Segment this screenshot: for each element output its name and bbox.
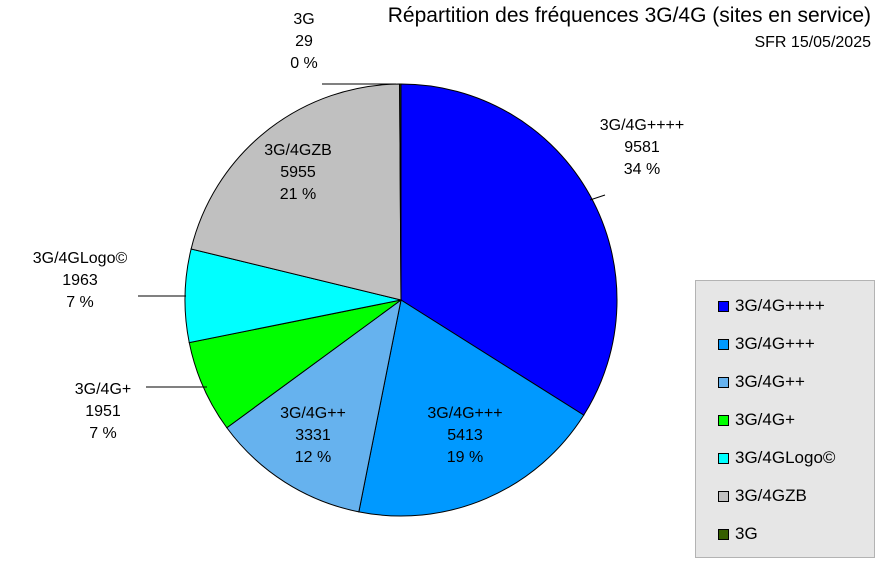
pie-slice (190, 83, 402, 301)
legend-swatch (718, 338, 729, 350)
slice-percent: 7 % (89, 425, 117, 442)
legend-item: 3G/4GLogo© (718, 447, 835, 469)
slice-value: 9581 (624, 139, 660, 156)
legend-item: 3G/4G++ (718, 371, 805, 393)
legend-label: 3G/4GLogo© (735, 448, 836, 467)
slice-value: 3331 (295, 427, 331, 444)
slice-data-label: 3G/4G+ 1951 7 % (75, 381, 131, 442)
chart-subtitle: SFR 15/05/2025 (754, 34, 871, 51)
legend-swatch (718, 452, 729, 464)
slice-data-label: 3G 29 0 % (290, 11, 318, 72)
legend-label: 3G/4G++ (735, 372, 805, 391)
chart-title: Répartition des fréquences 3G/4G (sites … (387, 4, 871, 27)
legend-label: 3G (735, 524, 758, 543)
legend-swatch (718, 414, 729, 426)
slice-value: 29 (295, 33, 313, 50)
leader-line (589, 194, 606, 201)
slice-value: 5413 (447, 427, 483, 444)
chart-legend: 3G/4G++++ 3G/4G+++ 3G/4G++ 3G/4G+ 3G/4GL… (695, 280, 875, 558)
legend-swatch (718, 490, 729, 502)
legend-item: 3G/4G+ (718, 409, 795, 431)
legend-swatch (718, 528, 729, 540)
slice-label: 3G/4GLogo© (33, 250, 128, 267)
slice-value: 5955 (280, 164, 316, 181)
slice-data-label: 3G/4G+++ 5413 19 % (427, 405, 502, 466)
slice-value: 1963 (62, 272, 98, 289)
slice-data-label: 3G/4GLogo© 1963 7 % (33, 250, 128, 311)
pie-slice (226, 298, 402, 513)
legend-item: 3G (718, 523, 758, 545)
slice-label: 3G/4G++ (280, 405, 346, 422)
legend-item: 3G/4GZB (718, 485, 807, 507)
slice-percent: 7 % (66, 294, 94, 311)
legend-item: 3G/4G+++ (718, 333, 815, 355)
slice-data-label: 3G/4G++++ 9581 34 % (600, 117, 685, 178)
slice-percent: 21 % (280, 186, 316, 203)
legend-label: 3G/4G++++ (735, 296, 825, 315)
slice-value: 1951 (85, 403, 121, 420)
slice-label: 3G/4G+ (75, 381, 131, 398)
pie-slice (358, 299, 585, 517)
slice-percent: 34 % (624, 161, 660, 178)
legend-label: 3G/4GZB (735, 486, 807, 505)
slice-data-label: 3G/4G++ 3331 12 % (280, 405, 346, 466)
slice-label: 3G/4G++++ (600, 117, 685, 134)
legend-swatch (718, 376, 729, 388)
legend-item: 3G/4G++++ (718, 295, 825, 317)
slice-data-label: 3G/4GZB 5955 21 % (264, 142, 332, 203)
pie-slice (400, 83, 618, 416)
legend-label: 3G/4G+++ (735, 334, 815, 353)
slice-percent: 19 % (447, 449, 483, 466)
pie-slice (399, 83, 402, 301)
slice-label: 3G/4G+++ (427, 405, 502, 422)
legend-label: 3G/4G+ (735, 410, 796, 429)
slice-percent: 0 % (290, 55, 318, 72)
slice-label: 3G/4GZB (264, 142, 332, 159)
slice-percent: 12 % (295, 449, 331, 466)
slice-label: 3G (293, 11, 314, 28)
legend-swatch (718, 300, 729, 312)
